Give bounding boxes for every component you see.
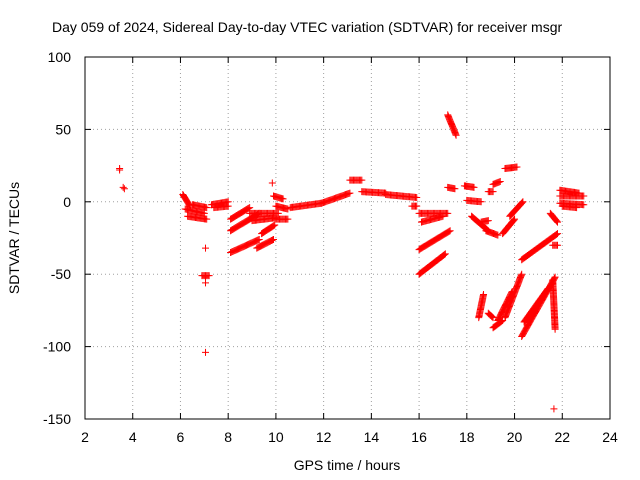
- x-tick-label: 20: [507, 429, 523, 445]
- data-point: [255, 235, 263, 243]
- data-point: [270, 222, 278, 230]
- data-point: [484, 217, 492, 225]
- data-point: [268, 236, 276, 244]
- x-tick-label: 16: [411, 429, 427, 445]
- data-point: [413, 202, 421, 210]
- data-point: [513, 163, 521, 171]
- y-tick-label: -100: [43, 339, 71, 355]
- x-tick-label: 2: [81, 429, 89, 445]
- data-point: [580, 192, 588, 200]
- data-point: [270, 235, 278, 243]
- data-point: [550, 405, 558, 413]
- data-point: [451, 185, 459, 193]
- data-point: [271, 221, 279, 229]
- data-point: [488, 313, 496, 321]
- data-point: [444, 209, 452, 217]
- data-point: [489, 314, 497, 322]
- y-tick-label: -50: [51, 266, 71, 282]
- data-point: [202, 279, 210, 287]
- y-tick-label: 0: [63, 194, 71, 210]
- data-point: [554, 241, 561, 249]
- data-point: [203, 215, 211, 223]
- data-point: [268, 179, 276, 187]
- data-point: [116, 166, 124, 174]
- x-tick-label: 24: [602, 429, 618, 445]
- x-tick-label: 8: [224, 429, 232, 445]
- data-point: [358, 176, 366, 184]
- data-point: [517, 200, 525, 208]
- data-point: [552, 216, 560, 224]
- x-axis-label: GPS time / hours: [294, 457, 401, 473]
- y-axis-label: SDTVAR / TECUs: [6, 182, 22, 294]
- data-point: [487, 312, 495, 320]
- data-point: [279, 195, 287, 203]
- data-point: [445, 227, 453, 235]
- data-point: [452, 131, 460, 139]
- data-point: [519, 198, 527, 206]
- data-point: [554, 218, 561, 226]
- data-point: [284, 215, 292, 223]
- data-point: [573, 204, 581, 212]
- data-point: [202, 348, 210, 356]
- data-point: [551, 325, 559, 333]
- data-point: [496, 178, 504, 186]
- x-tick-label: 6: [177, 429, 185, 445]
- data-point: [494, 231, 502, 239]
- data-point: [518, 199, 526, 207]
- y-tick-label: 50: [55, 121, 71, 137]
- data-point: [477, 198, 485, 206]
- data-point: [510, 216, 518, 224]
- data-point: [346, 189, 354, 197]
- x-tick-label: 22: [554, 429, 570, 445]
- plot-frame: [84, 56, 611, 420]
- data-point: [518, 270, 526, 278]
- data-point: [446, 227, 454, 235]
- data-point: [553, 230, 561, 238]
- data-point: [509, 217, 517, 225]
- data-point: [480, 290, 488, 298]
- x-tick-label: 18: [459, 429, 475, 445]
- data-point: [553, 217, 561, 225]
- data-point: [202, 244, 210, 252]
- data-point: [543, 286, 551, 294]
- data-point: [245, 204, 253, 212]
- data-point: [203, 204, 211, 212]
- data-point: [580, 201, 588, 209]
- data-point: [554, 230, 561, 238]
- data-point: [441, 250, 449, 258]
- x-tick-label: 14: [364, 429, 380, 445]
- data-point: [440, 251, 448, 259]
- data-point: [119, 183, 127, 191]
- data-point: [470, 183, 478, 191]
- x-tick-label: 12: [316, 429, 332, 445]
- data-point: [511, 215, 519, 223]
- data-point: [413, 193, 421, 201]
- data-point: [439, 212, 447, 220]
- data-point: [489, 188, 497, 196]
- x-tick-label: 10: [268, 429, 284, 445]
- chart-title: Day 059 of 2024, Sidereal Day-to-day VTE…: [52, 19, 562, 35]
- data-points: [116, 111, 588, 413]
- y-tick-label: -150: [43, 411, 71, 427]
- data-point: [224, 202, 232, 210]
- data-point: [205, 272, 213, 280]
- gridlines: [85, 57, 610, 419]
- data-point: [120, 185, 128, 193]
- y-tick-label: 100: [48, 49, 72, 65]
- x-tick-label: 4: [129, 429, 137, 445]
- data-point: [575, 189, 583, 197]
